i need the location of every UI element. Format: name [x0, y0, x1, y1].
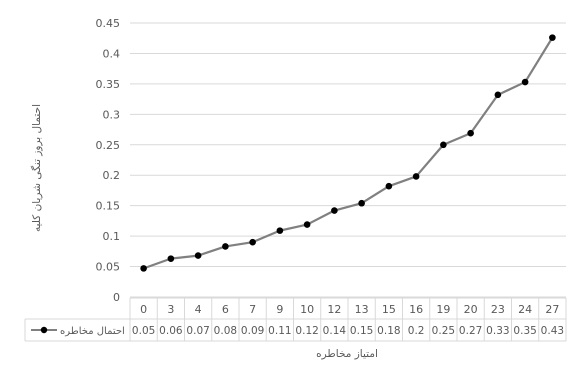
data-point	[222, 243, 229, 250]
y-tick-label: 0.05	[96, 261, 121, 274]
y-tick-label: 0.3	[103, 108, 121, 121]
x-category-label: 3	[167, 303, 174, 316]
data-table-value: 0.08	[214, 325, 237, 337]
data-table-value: 0.12	[295, 325, 318, 337]
y-tick-label: 0.35	[96, 78, 121, 91]
data-point	[440, 141, 447, 149]
x-category-label: 13	[355, 303, 369, 316]
x-category-label: 4	[195, 303, 202, 316]
x-category-label: 24	[518, 303, 532, 316]
x-category-label: 0	[140, 303, 147, 316]
x-category-label: 20	[464, 303, 478, 316]
data-table-value: 0.43	[541, 325, 564, 337]
series-line	[143, 37, 554, 270]
x-category-label: 12	[327, 303, 341, 316]
x-category-label: 27	[545, 303, 559, 316]
y-tick-label: 0.45	[96, 17, 121, 30]
data-point	[494, 91, 502, 99]
data-table-value: 0.18	[377, 325, 400, 337]
data-table-value: 0.11	[268, 325, 291, 337]
data-point	[167, 255, 175, 262]
x-category-label: 23	[491, 303, 505, 316]
x-category-label: 15	[382, 303, 396, 316]
legend-series-name: احتمال مخاطره	[60, 326, 125, 337]
data-table-value: 0.27	[459, 325, 482, 337]
data-table-value: 0.14	[323, 325, 347, 337]
data-point	[140, 265, 147, 272]
data-table-value: 0.33	[486, 325, 509, 337]
legend-key-marker	[40, 326, 48, 334]
gridlines	[130, 22, 566, 298]
series-line-path	[143, 37, 554, 270]
x-category-label: 10	[300, 303, 314, 316]
x-category-label: 6	[222, 303, 229, 316]
data-table-value: 0.07	[186, 325, 209, 337]
y-tick-label: 0.1	[103, 230, 121, 243]
data-table-value: 0.2	[408, 325, 425, 337]
data-points	[140, 34, 556, 272]
data-point	[358, 199, 365, 207]
data-table-value: 0.09	[241, 325, 264, 337]
x-category-label: 16	[409, 303, 423, 316]
y-tick-label: 0	[113, 291, 120, 304]
y-axis-tick-labels: 0 0.05 0.1 0.15 0.2 0.25 0.3 0.35 0.4 0.45	[96, 17, 121, 304]
y-axis-title: احتمال بروز تنگی شریان کلیه	[30, 104, 43, 232]
data-point	[521, 78, 529, 86]
y-tick-label: 0.15	[96, 200, 121, 213]
data-table-value: 0.35	[513, 325, 536, 337]
data-point	[549, 34, 556, 41]
y-tick-label: 0.4	[103, 47, 121, 60]
y-tick-label: 0.2	[103, 169, 121, 182]
data-point	[412, 173, 420, 180]
data-point	[385, 182, 393, 190]
x-category-label: 19	[436, 303, 450, 316]
data-table-value: 0.25	[432, 325, 455, 337]
x-category-label: 7	[249, 303, 256, 316]
data-table-value: 0.05	[132, 325, 155, 337]
x-category-label: 9	[276, 303, 283, 316]
data-point	[331, 207, 338, 214]
data-table: 0 3 4 6 7 9 10 12 13 15 16 19 20 23 24 27 0.05 0.06 0.07 0.…	[24, 297, 567, 342]
data-point	[249, 238, 256, 246]
data-table-value: 0.15	[350, 325, 373, 337]
data-point	[303, 221, 311, 228]
data-point	[194, 252, 202, 259]
data-point	[467, 129, 474, 137]
data-table-value: 0.06	[159, 325, 183, 337]
x-axis-title: امتیاز مخاطره	[316, 348, 378, 360]
data-point	[276, 227, 284, 234]
y-tick-label: 0.25	[96, 139, 121, 152]
